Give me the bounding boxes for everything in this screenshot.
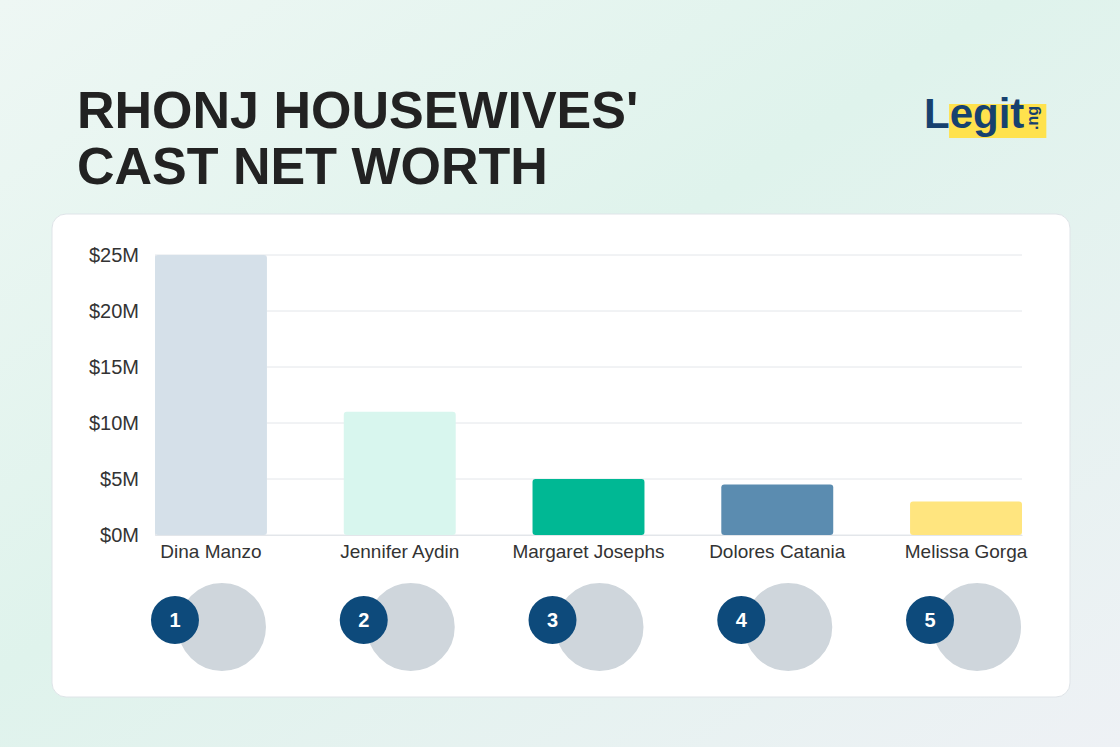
y-tick-label: $5M [100,468,139,490]
x-tick: Margaret Josephs [512,535,664,562]
background [0,0,1120,747]
rank-badge [529,596,577,644]
y-tick: $20M [89,300,155,322]
y-tick: $10M [89,412,155,434]
bar [155,255,267,535]
x-tick-label: Jennifer Aydin [340,541,459,562]
y-tick: $15M [89,356,155,378]
x-tick-label: Dina Manzo [160,541,261,562]
y-tick: $25M [89,244,155,266]
x-tick: Jennifer Aydin [340,535,459,562]
grid-line [155,423,1022,424]
x-tick: Dina Manzo [160,535,261,562]
rank-label: 3 [547,609,558,631]
x-tick: Dolores Catania [709,535,846,562]
y-tick-label: $10M [89,412,139,434]
y-tick-label: $20M [89,300,139,322]
grid-line [155,311,1022,312]
y-tick-label: $15M [89,356,139,378]
rank-badge [151,596,199,644]
title-line: RHONJ HOUSEWIVES' [77,81,638,139]
ranks: 1 2 3 4 5 [151,582,1022,672]
x-tick-label: Margaret Josephs [512,541,664,562]
rank-label: 1 [169,609,180,631]
grid-line [155,367,1022,368]
chart-root: RHONJ HOUSEWIVES'CAST NET WORTH Legit.ng $… [0,0,1120,747]
y-tick: $5M [100,468,155,490]
y-axis: $0M $5M $10M $15M $20M $25M [89,244,156,546]
bar [721,485,833,535]
title: RHONJ HOUSEWIVES'CAST NET WORTH [77,81,638,195]
y-tick: $0M [100,524,155,546]
title-line: CAST NET WORTH [77,137,548,195]
rank-badge [340,596,388,644]
logo-suffix: .ng [1024,106,1041,130]
grid [155,255,1022,535]
bars [155,255,1022,535]
x-tick-label: Melissa Gorga [905,541,1028,562]
y-tick-label: $0M [100,524,139,546]
rank-label: 5 [924,609,935,631]
rank-badge [906,596,954,644]
panel [52,214,1070,697]
y-tick-label: $25M [89,244,139,266]
bar [910,501,1022,535]
bar [533,479,645,535]
logo: Legit.ng [924,90,1046,138]
x-axis: Dina Manzo Jennifer Aydin Margaret Josephs… [156,535,1028,562]
x-tick: Melissa Gorga [905,535,1028,562]
grid-line [155,255,1022,256]
rank-badge [717,596,765,644]
x-axis-line [156,535,1023,536]
x-tick-label: Dolores Catania [709,541,846,562]
logo-text: Legit [924,90,1024,137]
bar [344,412,456,535]
rank-label: 4 [736,609,748,631]
rank-label: 2 [358,609,369,631]
